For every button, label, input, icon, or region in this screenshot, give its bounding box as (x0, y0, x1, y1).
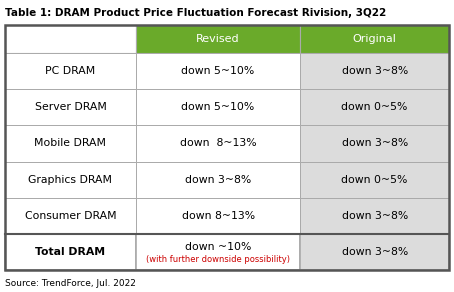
Text: down 8~13%: down 8~13% (182, 211, 255, 221)
Bar (5, 234, 136, 270)
Text: down 0~5%: down 0~5% (341, 102, 408, 112)
Bar (5, 25, 136, 53)
Text: Mobile DRAM: Mobile DRAM (35, 138, 107, 148)
Text: down 3~8%: down 3~8% (341, 211, 408, 221)
Text: Server DRAM: Server DRAM (35, 102, 106, 112)
Text: down 3~8%: down 3~8% (185, 175, 251, 185)
Bar (300, 234, 449, 270)
Text: down ~10%: down ~10% (185, 242, 252, 252)
Text: (with further downside possibility): (with further downside possibility) (146, 256, 290, 264)
Bar (300, 198, 449, 234)
Text: down 5~10%: down 5~10% (182, 66, 255, 76)
Bar (5, 25, 449, 270)
Bar (300, 161, 449, 198)
Bar (136, 125, 300, 161)
Bar (300, 53, 449, 89)
Bar (5, 89, 136, 125)
Bar (5, 125, 136, 161)
Bar (136, 89, 300, 125)
Bar (136, 25, 300, 53)
Text: Graphics DRAM: Graphics DRAM (29, 175, 113, 185)
Bar (5, 161, 136, 198)
Bar (300, 125, 449, 161)
Text: Original: Original (353, 34, 396, 44)
Text: down 5~10%: down 5~10% (182, 102, 255, 112)
Text: down 3~8%: down 3~8% (341, 138, 408, 148)
Bar (5, 198, 136, 234)
Bar (300, 25, 449, 53)
Text: Revised: Revised (196, 34, 240, 44)
Bar (136, 234, 300, 270)
Bar (5, 53, 136, 89)
Text: Consumer DRAM: Consumer DRAM (25, 211, 116, 221)
Bar (136, 198, 300, 234)
Text: down 0~5%: down 0~5% (341, 175, 408, 185)
Text: Source: TrendForce, Jul. 2022: Source: TrendForce, Jul. 2022 (5, 279, 136, 288)
Bar (136, 161, 300, 198)
Text: PC DRAM: PC DRAM (45, 66, 96, 76)
Text: down 3~8%: down 3~8% (341, 66, 408, 76)
Text: down 3~8%: down 3~8% (341, 247, 408, 257)
Bar (136, 53, 300, 89)
Text: Total DRAM: Total DRAM (35, 247, 105, 257)
Bar (300, 89, 449, 125)
Text: down  8~13%: down 8~13% (180, 138, 257, 148)
Text: Table 1: DRAM Product Price Fluctuation Forecast Rivision, 3Q22: Table 1: DRAM Product Price Fluctuation … (5, 8, 386, 18)
